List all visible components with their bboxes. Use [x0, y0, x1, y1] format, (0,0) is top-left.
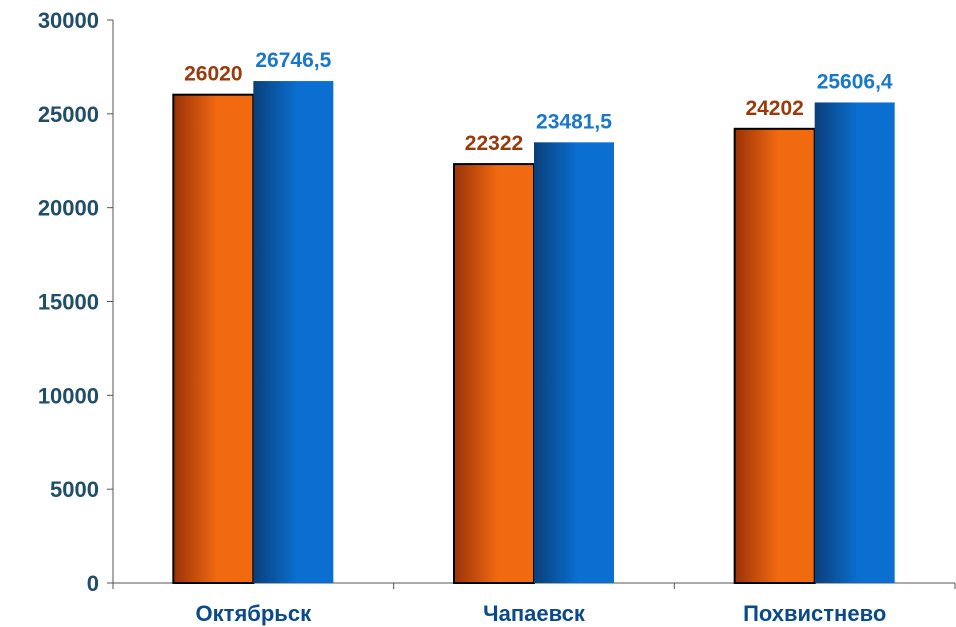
y-tick-label: 30000	[38, 8, 99, 33]
x-category-label: Похвистнево	[743, 601, 886, 626]
bar-series-2-3	[814, 102, 895, 584]
data-label: 22322	[465, 132, 523, 155]
y-tick-label: 10000	[38, 383, 99, 408]
data-labels: 26020 26746,5 22322 23481,5 24202 25606,4	[184, 49, 893, 155]
bar-series-2-1	[253, 81, 334, 584]
y-tick-label: 15000	[38, 290, 99, 315]
bar-series-1-2	[453, 163, 535, 585]
x-category-label: Октябрьск	[196, 601, 313, 626]
data-label: 23481,5	[536, 110, 612, 133]
data-label: 25606,4	[817, 70, 893, 93]
y-tick-label: 25000	[38, 102, 99, 127]
bar-series-1-1	[172, 93, 255, 584]
bar-series-1-3	[733, 127, 816, 584]
data-label: 24202	[745, 97, 803, 120]
y-tick-label: 5000	[50, 477, 99, 502]
data-label: 26746,5	[255, 49, 331, 72]
axes: 0 5000 10000 15000 20000 25000 30000 Октябрьск Ч…	[38, 8, 956, 626]
bar-series-2-2	[534, 142, 614, 584]
y-tick-label: 0	[87, 571, 99, 596]
x-category-label: Чапаевск	[483, 601, 586, 626]
data-label: 26020	[184, 63, 242, 86]
bars	[172, 81, 895, 585]
y-tick-label: 20000	[38, 196, 99, 221]
